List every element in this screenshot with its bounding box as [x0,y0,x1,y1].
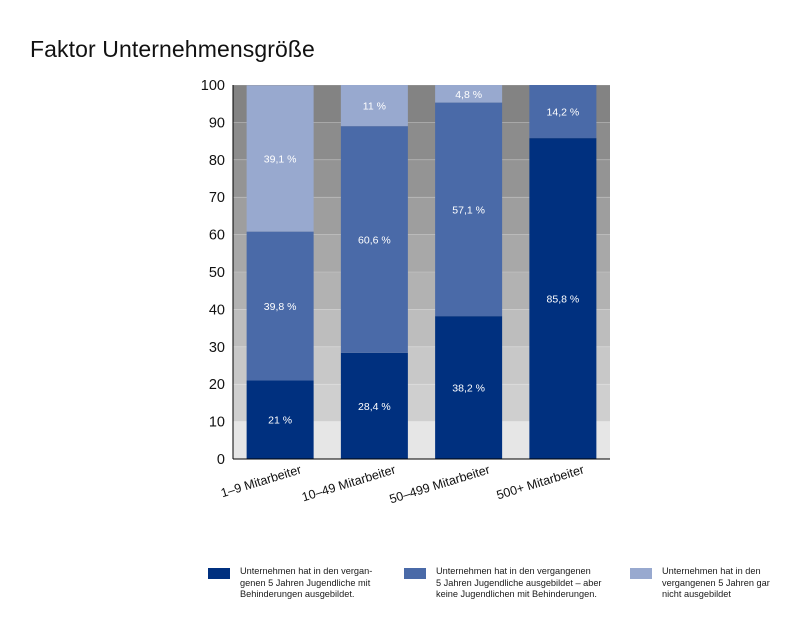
bar-segment [340,126,408,353]
y-tick-label: 80 [209,153,225,169]
data-label: 57,1 % [452,204,485,216]
data-label: 4,8 % [455,89,482,101]
bar-segment [340,352,408,459]
legend-swatch [208,568,230,579]
y-tick-label: 30 [209,340,225,356]
chart-title: Faktor Unternehmensgröße [30,36,315,62]
y-tick-label: 0 [217,452,225,468]
legend-item-trained-disabled: Unternehmen hat in den vergan- genen 5 J… [208,566,372,601]
legend-swatch [630,568,652,579]
y-tick-label: 60 [209,228,225,244]
data-label: 11 % [363,101,386,113]
bars [246,85,597,459]
y-tick-label: 50 [209,265,225,281]
x-tick-label: 1–9 Mitarbeiter [219,462,303,500]
data-label: 38,2 % [452,383,485,395]
legend-label: Unternehmen hat in den vergangenen 5 Jah… [662,566,770,600]
data-label: 21 % [268,415,292,427]
bar-segment [246,380,314,459]
y-tick-label: 10 [209,415,225,431]
bar-segment [529,85,597,139]
data-label: 14,2 % [547,107,580,119]
x-tick-label: 50–499 Mitarbeiter [388,462,492,506]
data-label: 39,8 % [264,301,297,313]
data-label: 60,6 % [358,234,391,246]
y-tick-label: 70 [209,190,225,206]
legend-item-not-trained: Unternehmen hat in den vergangenen 5 Jah… [630,566,770,601]
x-tick-label: 500+ Mitarbeiter [495,462,586,502]
bar-segment [340,85,408,127]
data-label: 85,8 % [547,294,580,306]
legend-item-trained-no-disabled: Unternehmen hat in den vergangenen 5 Jah… [404,566,602,601]
y-tick-labels: 0 10 20 30 40 50 60 70 80 90 100 [201,78,225,468]
axes [232,85,610,460]
bar-labels: 21 % 39,8 % 39,1 % 28,4 % 60,6 % 11 % 38,2 % 57… [264,89,579,427]
legend-label: Unternehmen hat in den vergangenen 5 Jah… [436,566,602,600]
x-tick-label: 10–49 Mitarbeiter [300,462,397,504]
stacked-bar-chart: 21 % 39,8 % 39,1 % 28,4 % 60,6 % 11 % 38,2 % 57… [201,78,610,506]
legend: Unternehmen hat in den vergan- genen 5 J… [0,566,810,616]
y-tick-label: 100 [201,78,225,94]
legend-label: Unternehmen hat in den vergan- genen 5 J… [240,566,373,600]
bar-segment [435,85,503,103]
y-tick-label: 90 [209,115,225,131]
legend-swatch [404,568,426,579]
bar-segment [246,85,314,232]
bar-segment [246,231,314,381]
y-tick-label: 20 [209,377,225,393]
y-tick-label: 40 [209,302,225,318]
bar-segment [435,102,503,317]
data-label: 28,4 % [358,401,391,413]
bar-segment [529,138,597,459]
bar-segment [435,316,503,459]
data-label: 39,1 % [264,153,297,165]
